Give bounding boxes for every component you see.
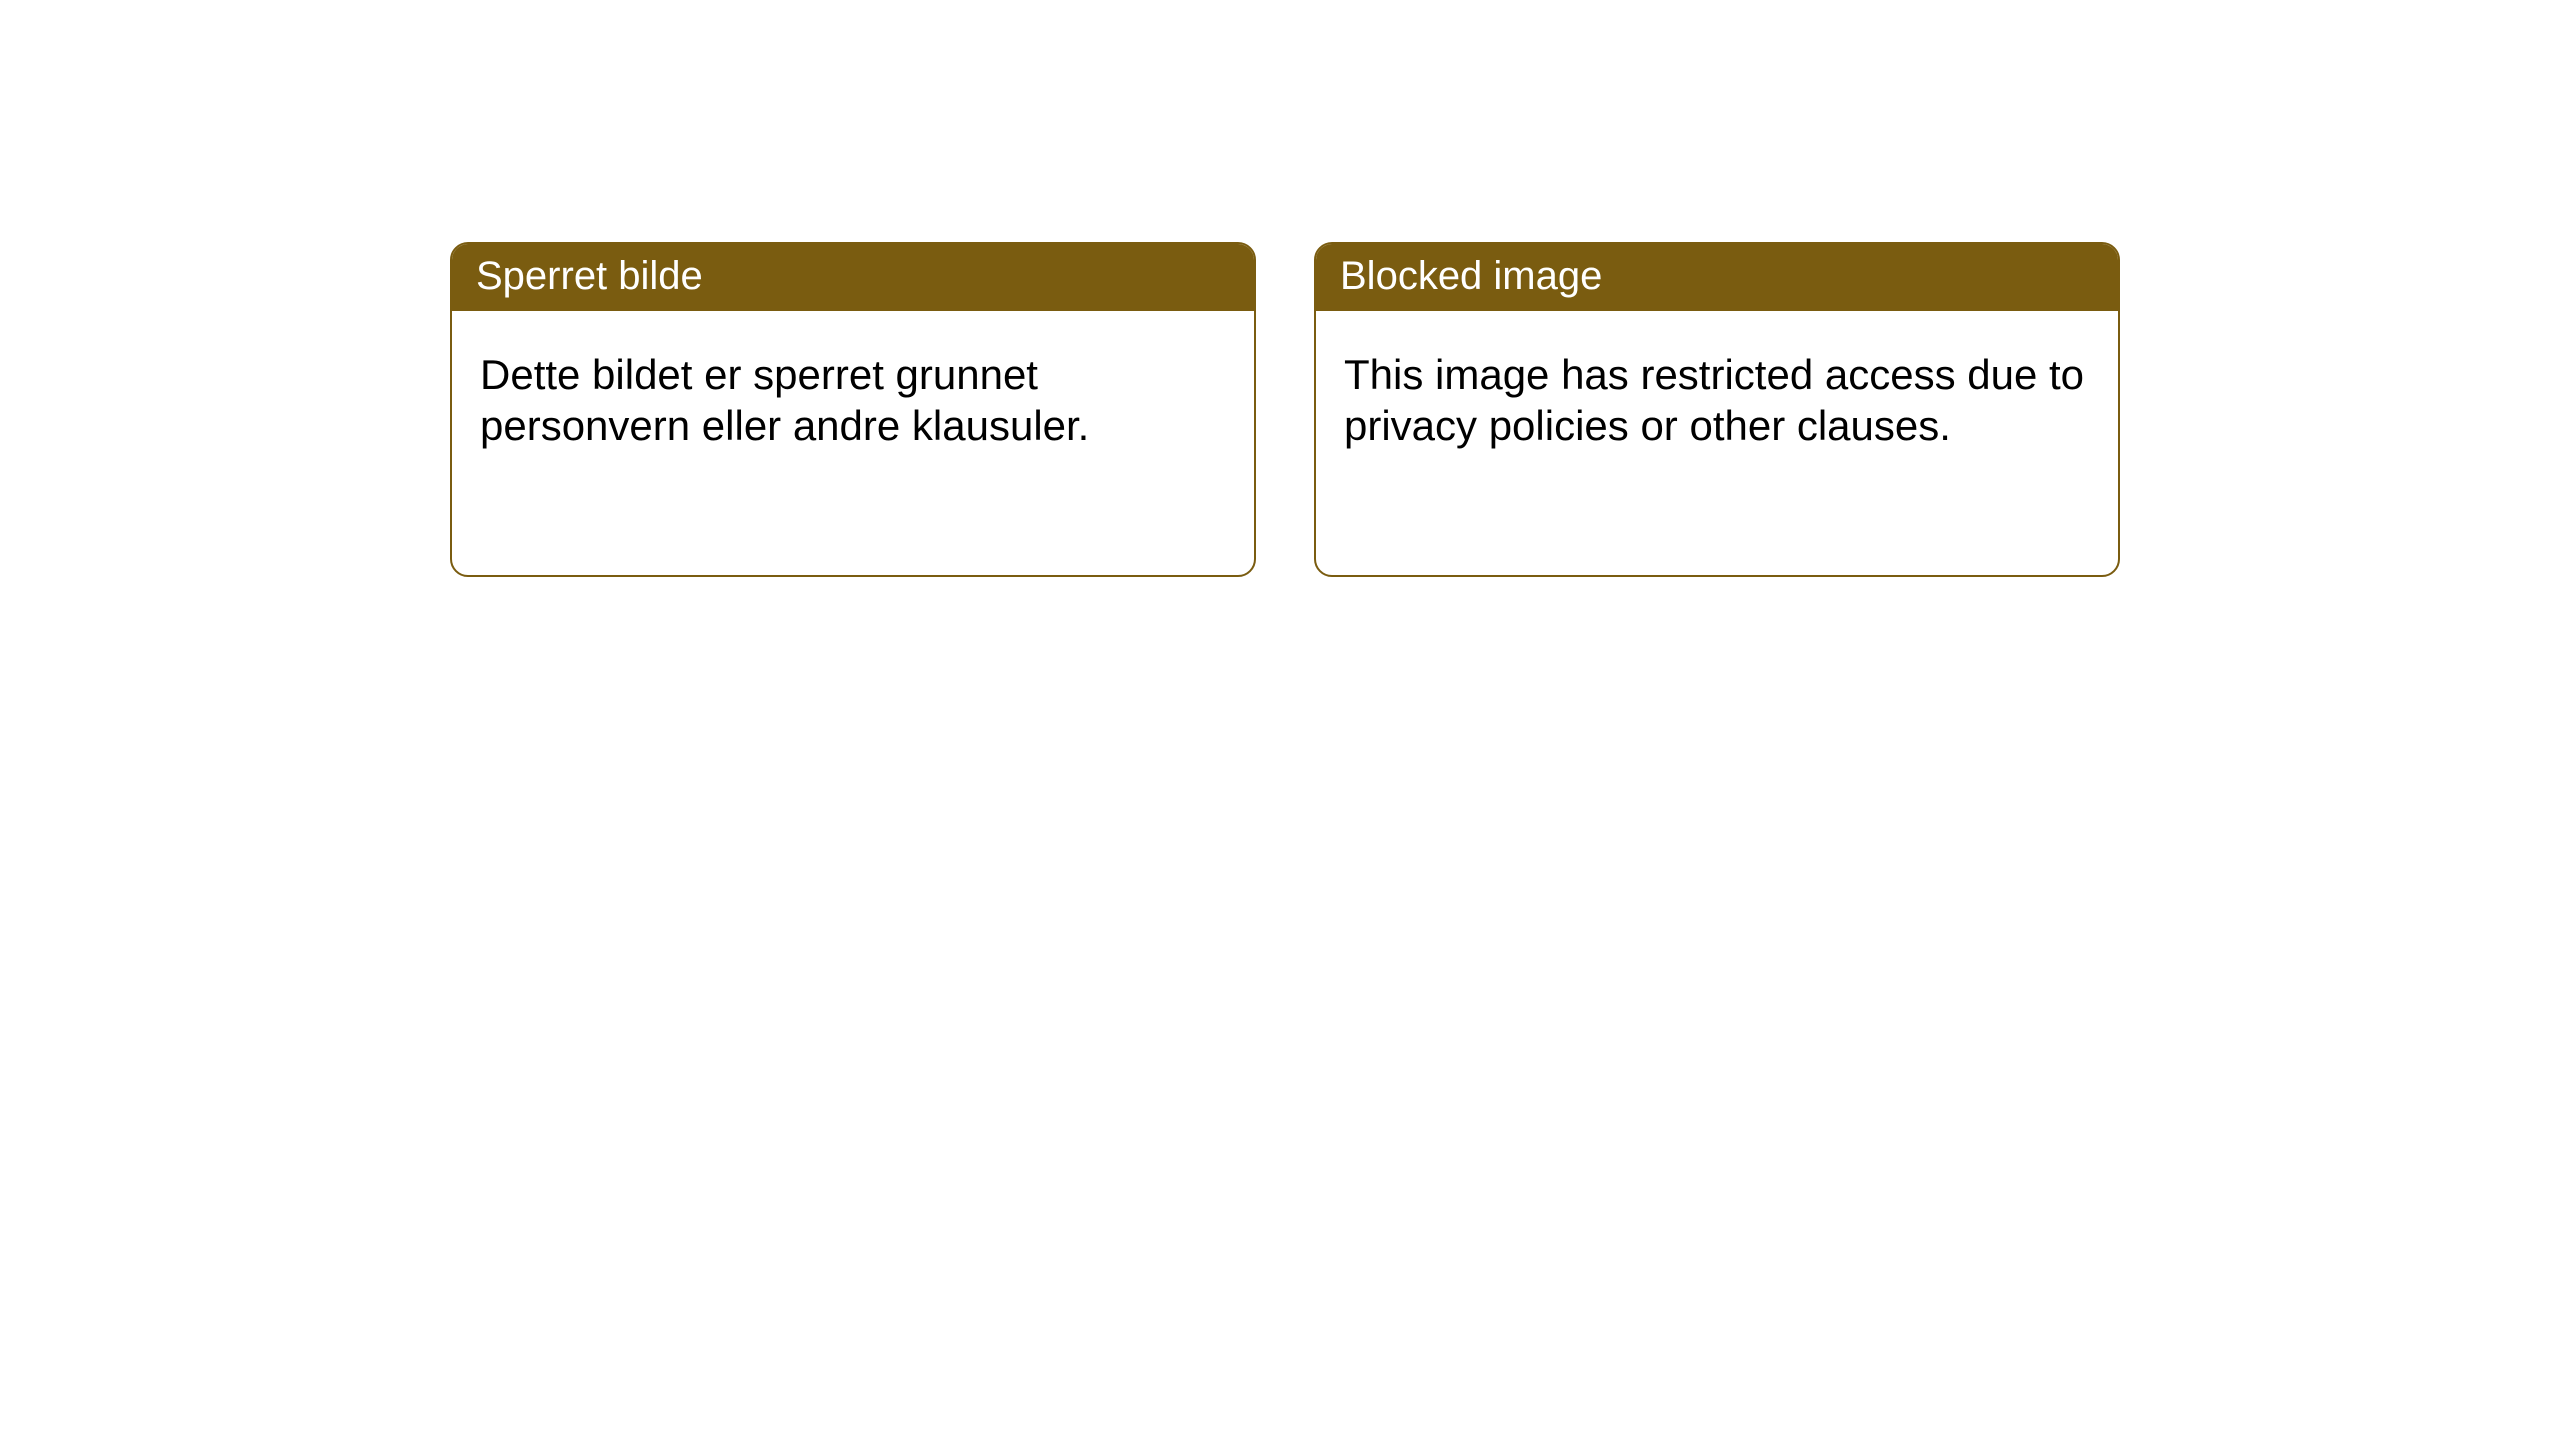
card-body-en: This image has restricted access due to … <box>1316 311 2118 475</box>
card-message-no: Dette bildet er sperret grunnet personve… <box>480 351 1089 449</box>
card-body-no: Dette bildet er sperret grunnet personve… <box>452 311 1254 475</box>
card-header-no: Sperret bilde <box>452 244 1254 311</box>
card-title-en: Blocked image <box>1340 254 1602 298</box>
card-title-no: Sperret bilde <box>476 254 703 298</box>
card-message-en: This image has restricted access due to … <box>1344 351 2084 449</box>
notice-cards-row: Sperret bilde Dette bildet er sperret gr… <box>0 0 2560 577</box>
card-header-en: Blocked image <box>1316 244 2118 311</box>
blocked-image-card-en: Blocked image This image has restricted … <box>1314 242 2120 577</box>
blocked-image-card-no: Sperret bilde Dette bildet er sperret gr… <box>450 242 1256 577</box>
